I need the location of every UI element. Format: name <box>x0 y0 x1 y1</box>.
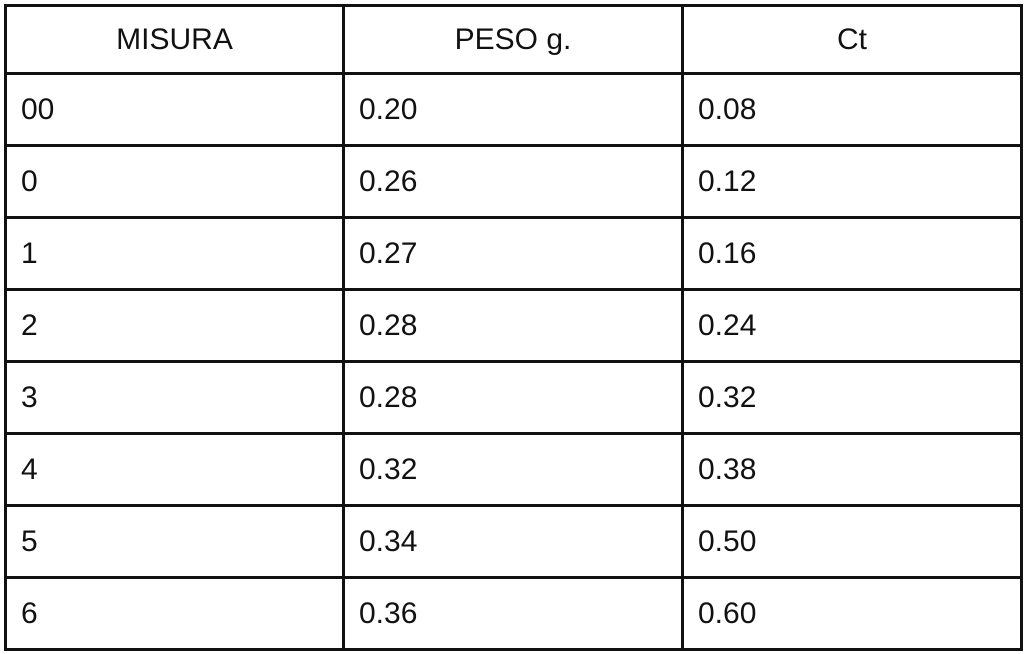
cell-peso: 0.36 <box>342 576 684 651</box>
cell-ct: 0.38 <box>681 432 1023 507</box>
size-weight-table: MISURA PESO g. Ct 00 0.20 0.08 0 0.26 0.… <box>4 4 1023 651</box>
cell-peso: 0.32 <box>342 432 684 507</box>
table-row: 6 0.36 0.60 <box>4 576 1023 651</box>
cell-ct: 0.50 <box>681 504 1023 579</box>
table-row: 00 0.20 0.08 <box>4 72 1023 147</box>
cell-misura: 3 <box>4 360 345 435</box>
cell-misura: 00 <box>4 72 345 147</box>
cell-peso: 0.28 <box>342 288 684 363</box>
cell-ct: 0.16 <box>681 216 1023 291</box>
cell-misura: 2 <box>4 288 345 363</box>
cell-peso: 0.27 <box>342 216 684 291</box>
cell-ct: 0.08 <box>681 72 1023 147</box>
cell-misura: 4 <box>4 432 345 507</box>
cell-misura: 5 <box>4 504 345 579</box>
table-row: 2 0.28 0.24 <box>4 288 1023 363</box>
cell-misura: 0 <box>4 144 345 219</box>
cell-peso: 0.20 <box>342 72 684 147</box>
table-row: 3 0.28 0.32 <box>4 360 1023 435</box>
cell-peso: 0.26 <box>342 144 684 219</box>
cell-ct: 0.32 <box>681 360 1023 435</box>
cell-peso: 0.28 <box>342 360 684 435</box>
cell-ct: 0.24 <box>681 288 1023 363</box>
cell-ct: 0.12 <box>681 144 1023 219</box>
table-row: 5 0.34 0.50 <box>4 504 1023 579</box>
cell-peso: 0.34 <box>342 504 684 579</box>
header-ct: Ct <box>681 4 1023 75</box>
header-misura: MISURA <box>4 4 345 75</box>
cell-misura: 6 <box>4 576 345 651</box>
header-peso: PESO g. <box>342 4 684 75</box>
table-header-row: MISURA PESO g. Ct <box>4 4 1023 75</box>
cell-ct: 0.60 <box>681 576 1023 651</box>
cell-misura: 1 <box>4 216 345 291</box>
table-row: 1 0.27 0.16 <box>4 216 1023 291</box>
table-row: 4 0.32 0.38 <box>4 432 1023 507</box>
table-row: 0 0.26 0.12 <box>4 144 1023 219</box>
size-weight-table-container: MISURA PESO g. Ct 00 0.20 0.08 0 0.26 0.… <box>4 4 1023 651</box>
